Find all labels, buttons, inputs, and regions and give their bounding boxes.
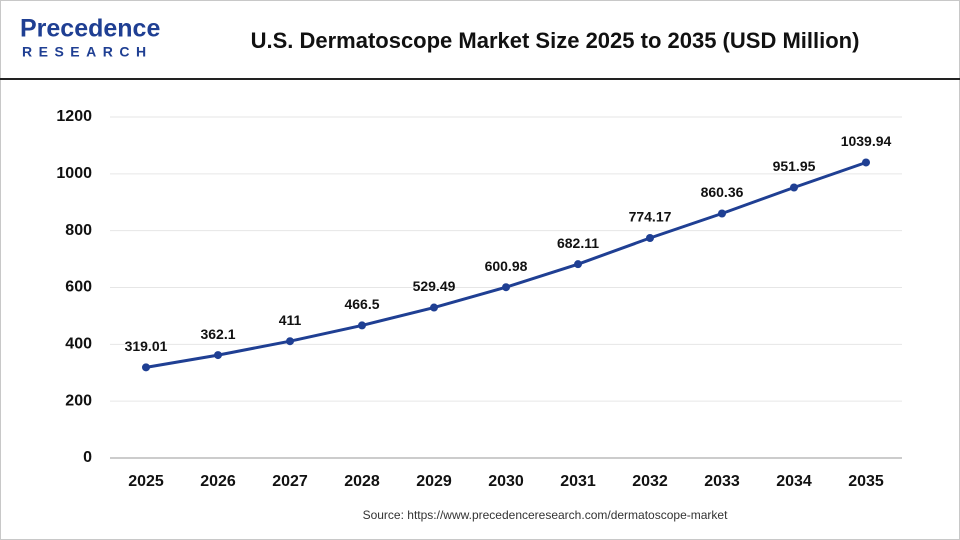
data-label: 362.1 — [200, 326, 235, 342]
brand-tagline: RESEARCH — [22, 44, 153, 60]
x-tick-label: 2030 — [488, 473, 524, 490]
point — [862, 158, 870, 167]
source: Source: https://www.precedenceresearch.c… — [363, 508, 728, 522]
data-label: 529.49 — [413, 278, 456, 294]
x-tick-label: 2029 — [416, 473, 452, 490]
point — [358, 321, 366, 330]
y-tick-label: 800 — [65, 222, 92, 239]
data-label: 951.95 — [773, 158, 816, 174]
point — [718, 209, 726, 218]
data-label: 774.17 — [629, 209, 672, 225]
point — [286, 337, 294, 346]
y-tick-label: 1000 — [56, 165, 92, 182]
x-tick-label: 2026 — [200, 473, 236, 490]
x-tick-label: 2027 — [272, 473, 308, 490]
x-tick-label: 2028 — [344, 473, 380, 490]
x-tick-label: 2034 — [776, 473, 812, 490]
data-label: 1039.94 — [841, 133, 892, 149]
point — [142, 363, 150, 372]
y-tick-label: 0 — [83, 449, 92, 466]
y-tick-label: 200 — [65, 392, 92, 409]
y-tick-label: 1200 — [56, 108, 92, 125]
x-tick-label: 2032 — [632, 473, 668, 490]
data-label: 466.5 — [344, 296, 379, 312]
x-tick-label: 2025 — [128, 473, 164, 490]
y-tick-label: 600 — [65, 279, 92, 296]
chart-title: U.S. Dermatoscope Market Size 2025 to 20… — [251, 28, 860, 53]
data-label: 411 — [279, 312, 302, 328]
data-label: 860.36 — [701, 184, 744, 200]
point — [574, 260, 582, 269]
x-tick-label: 2031 — [560, 473, 596, 490]
point — [646, 234, 654, 243]
point — [790, 183, 798, 192]
data-label: 319.01 — [125, 338, 168, 354]
brand-name: Precedence — [20, 15, 160, 43]
point — [502, 283, 510, 292]
y-tick-label: 400 — [65, 336, 92, 353]
x-tick-label: 2033 — [704, 473, 740, 490]
point — [214, 351, 222, 360]
data-label: 600.98 — [485, 258, 528, 274]
x-tick-label: 2035 — [848, 473, 884, 490]
data-label: 682.11 — [557, 235, 599, 251]
point — [430, 303, 438, 312]
